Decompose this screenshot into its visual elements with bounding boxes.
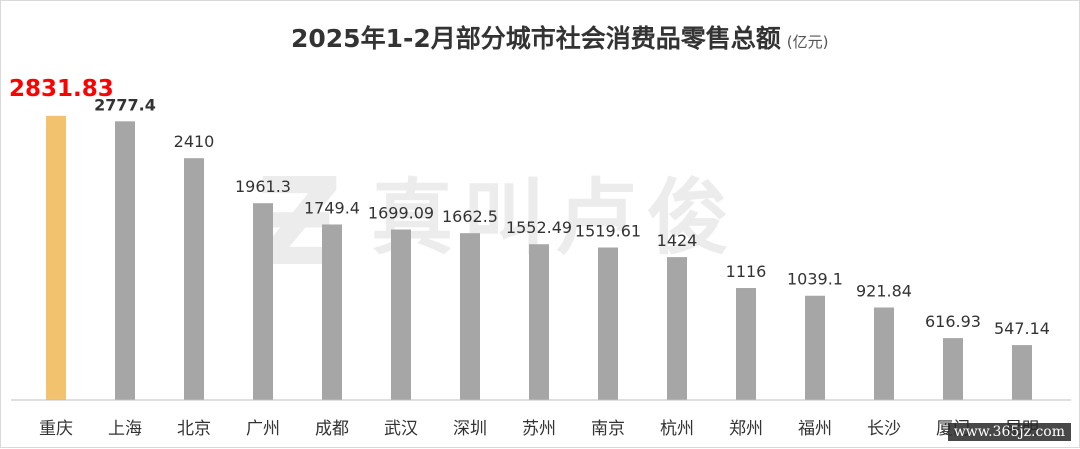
bar-14 bbox=[1012, 345, 1032, 400]
category-label-12: 长沙 bbox=[867, 419, 901, 439]
bar-9 bbox=[667, 257, 687, 400]
chart-title: 2025年1-2月部分城市社会消费品零售总额 (亿元) bbox=[291, 19, 831, 55]
category-label-10: 郑州 bbox=[729, 419, 763, 439]
value-label-2: 2410 bbox=[174, 132, 215, 151]
bar-5 bbox=[391, 229, 411, 400]
value-label-5: 1699.09 bbox=[368, 204, 434, 223]
bar-1 bbox=[115, 121, 135, 400]
credit-watermark: www.365jz.com bbox=[947, 423, 1071, 441]
value-label-1: 2777.4 bbox=[94, 95, 156, 114]
bar-4 bbox=[322, 224, 342, 400]
value-label-4: 1749.4 bbox=[304, 198, 360, 217]
chart-unit: (亿元) bbox=[786, 33, 829, 51]
value-label-11: 1039.1 bbox=[787, 270, 843, 289]
category-label-0: 重庆 bbox=[39, 419, 73, 439]
category-label-1: 上海 bbox=[108, 419, 142, 439]
category-label-11: 福州 bbox=[798, 419, 832, 439]
bar-10 bbox=[736, 288, 756, 400]
bar-7 bbox=[529, 244, 549, 400]
category-label-2: 北京 bbox=[177, 419, 211, 439]
value-label-8: 1519.61 bbox=[575, 222, 641, 241]
value-label-3: 1961.3 bbox=[235, 177, 291, 196]
bar-2 bbox=[184, 158, 204, 400]
category-label-9: 杭州 bbox=[660, 419, 694, 439]
bar-8 bbox=[598, 247, 618, 400]
category-label-8: 南京 bbox=[591, 419, 625, 439]
bars bbox=[46, 115, 1032, 400]
category-label-7: 苏州 bbox=[522, 419, 556, 439]
bar-6 bbox=[460, 233, 480, 400]
value-label-9: 1424 bbox=[657, 231, 698, 250]
category-label-3: 广州 bbox=[246, 419, 280, 439]
watermark: Ƶ 真叫卢俊 bbox=[256, 151, 739, 293]
value-label-10: 1116 bbox=[726, 262, 767, 281]
value-label-6: 1662.5 bbox=[442, 207, 498, 226]
watermark-text: 真叫卢俊 bbox=[371, 171, 740, 266]
value-label-7: 1552.49 bbox=[506, 218, 572, 237]
category-label-4: 成都 bbox=[315, 419, 349, 439]
value-label-14: 547.14 bbox=[994, 319, 1050, 338]
category-labels: 重庆上海北京广州成都武汉深圳苏州南京杭州郑州福州长沙厦门昆明 bbox=[39, 419, 1039, 439]
value-label-12: 921.84 bbox=[856, 282, 912, 301]
value-label-13: 616.93 bbox=[925, 312, 981, 331]
bar-12 bbox=[874, 307, 894, 400]
bar-13 bbox=[943, 338, 963, 400]
bar-0 bbox=[46, 115, 66, 400]
bar-3 bbox=[253, 203, 273, 400]
category-label-6: 深圳 bbox=[453, 419, 487, 439]
category-label-5: 武汉 bbox=[384, 419, 418, 439]
chart-title-text: 2025年1-2月部分城市社会消费品零售总额 bbox=[291, 24, 781, 53]
value-label-0: 2831.83 bbox=[9, 76, 114, 102]
bar-11 bbox=[805, 295, 825, 400]
